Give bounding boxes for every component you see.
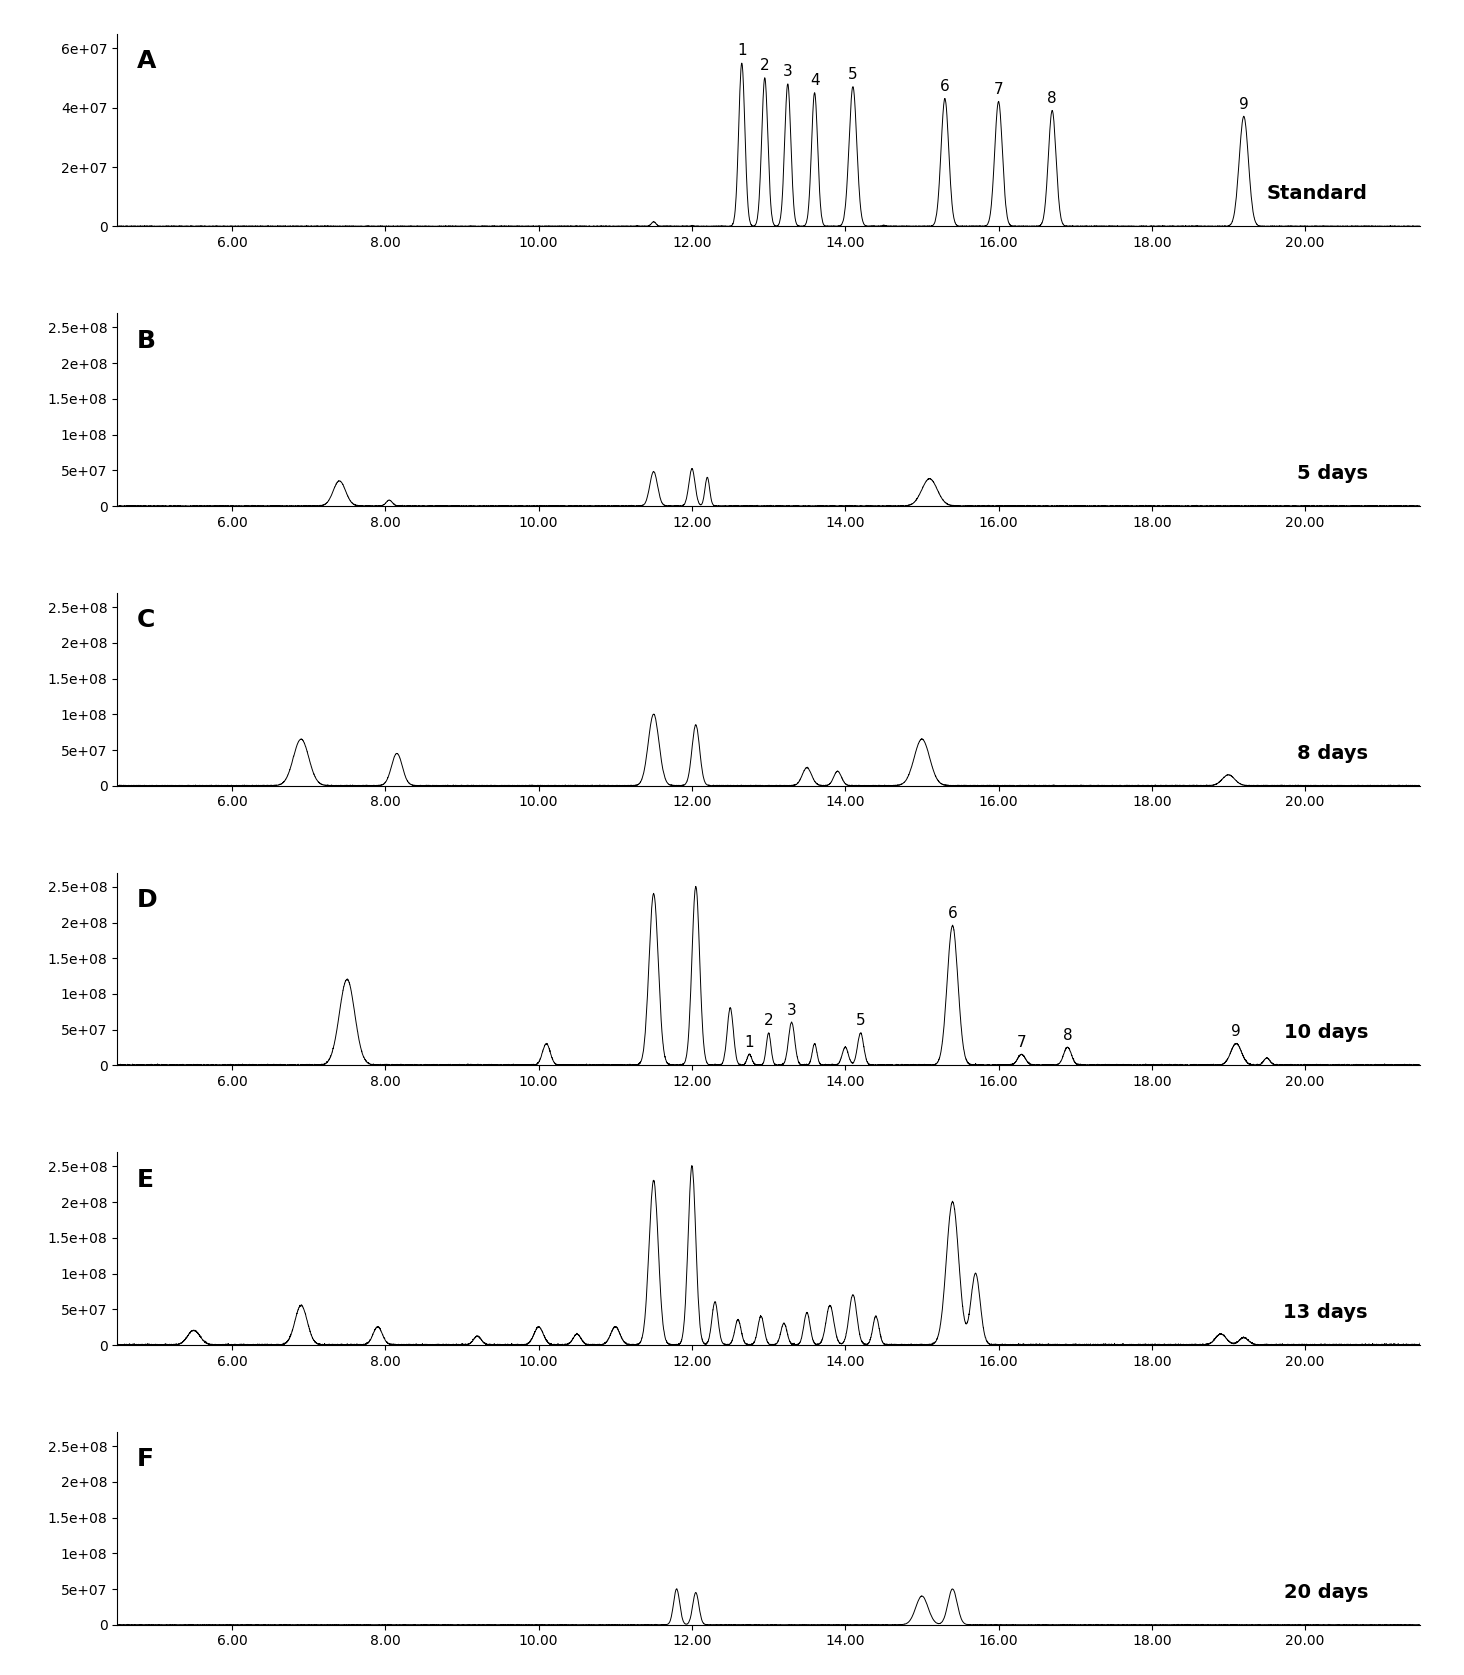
- Text: 3: 3: [783, 64, 792, 79]
- Text: 8 days: 8 days: [1297, 744, 1367, 762]
- Text: 1: 1: [745, 1035, 754, 1050]
- Text: C: C: [136, 608, 155, 631]
- Text: 3: 3: [786, 1003, 796, 1018]
- Text: 5 days: 5 days: [1297, 464, 1367, 482]
- Text: 13 days: 13 days: [1284, 1303, 1367, 1322]
- Text: 20 days: 20 days: [1284, 1583, 1367, 1601]
- Text: 7: 7: [1016, 1035, 1026, 1050]
- Text: A: A: [136, 49, 157, 74]
- Text: 7: 7: [994, 82, 1003, 97]
- Text: 6: 6: [947, 906, 957, 921]
- Text: 8: 8: [1047, 90, 1057, 106]
- Text: B: B: [136, 328, 155, 353]
- Text: E: E: [136, 1167, 154, 1191]
- Text: Standard: Standard: [1266, 184, 1367, 203]
- Text: 5: 5: [848, 67, 858, 82]
- Text: 2: 2: [760, 59, 770, 74]
- Text: 1: 1: [736, 44, 747, 59]
- Text: F: F: [136, 1447, 154, 1471]
- Text: D: D: [136, 888, 157, 911]
- Text: 4: 4: [810, 74, 820, 89]
- Text: 8: 8: [1063, 1028, 1072, 1044]
- Text: 6: 6: [940, 79, 950, 94]
- Text: 9: 9: [1239, 97, 1249, 112]
- Text: 2: 2: [764, 1013, 773, 1028]
- Text: 5: 5: [856, 1013, 865, 1028]
- Text: 10 days: 10 days: [1284, 1023, 1367, 1042]
- Text: 9: 9: [1231, 1023, 1241, 1038]
